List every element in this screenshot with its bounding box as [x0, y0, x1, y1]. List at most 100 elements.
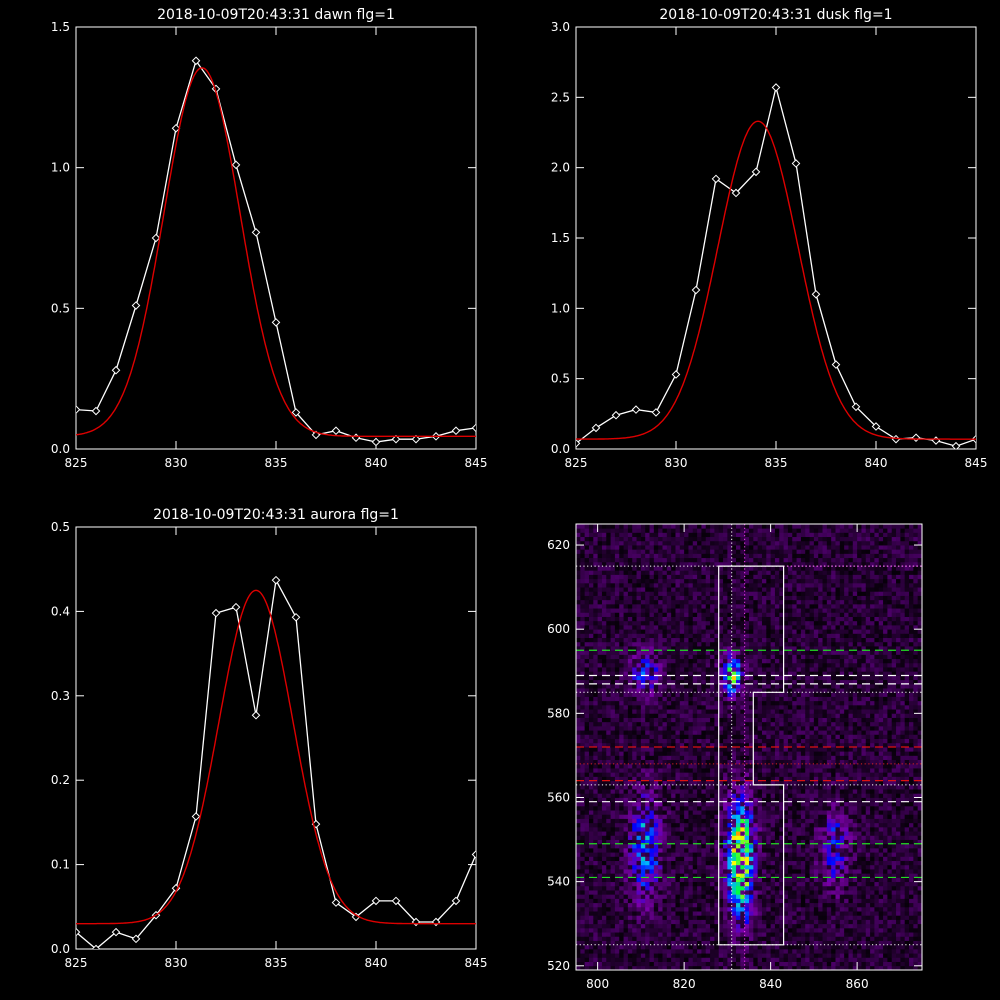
panel-4-heatmap-cell [627, 940, 633, 946]
panel-4-heatmap-cell [597, 557, 603, 563]
panel-4-heatmap-cell [727, 683, 733, 689]
panel-4-heatmap-cell [684, 713, 689, 718]
panel-4-heatmap-cell [597, 603, 603, 609]
panel-4-heatmap-cell [697, 869, 702, 874]
panel-4-heatmap-cell [744, 532, 750, 538]
panel-4-heatmap-cell [761, 902, 767, 908]
panel-4-heatmap-cell [580, 755, 586, 761]
panel-4-heatmap-cell [653, 953, 659, 958]
panel-4-heatmap-cell [601, 822, 607, 828]
panel-4-heatmap-cell [744, 688, 750, 693]
panel-4-heatmap-cell [727, 688, 733, 693]
panel-4-heatmap-cell [649, 641, 655, 647]
panel-4-heatmap-cell [606, 545, 611, 550]
panel-4-heatmap-cell [649, 847, 655, 853]
panel-4-heatmap-cell [727, 927, 733, 933]
panel-4-heatmap-cell [623, 755, 629, 761]
panel-4-heatmap-cell [658, 797, 663, 803]
panel-4-heatmap-cell [636, 835, 642, 840]
panel-4-heatmap-cell [636, 948, 642, 954]
panel-4-heatmap-cell [705, 688, 711, 693]
panel-4-heatmap-cell [718, 578, 724, 584]
panel-4-heatmap-cell [679, 612, 685, 617]
panel-4-heatmap-cell [679, 839, 685, 845]
panel-4-heatmap-cell [671, 591, 676, 596]
panel-4-heatmap-cell [606, 582, 611, 588]
panel-4-heatmap-cell [731, 612, 737, 617]
panel-4-heatmap-cell [658, 671, 663, 676]
panel-4-heatmap-cell [697, 755, 702, 761]
panel-4-heatmap-cell [610, 890, 616, 895]
panel-4-heatmap-cell [744, 759, 750, 765]
panel-1-data-point [371, 437, 381, 447]
panel-4-heatmap-cell [723, 927, 728, 933]
panel-4-heatmap-cell [749, 553, 754, 559]
panel-4-heatmap-cell [576, 915, 581, 920]
panel-4-heatmap-cell [623, 898, 629, 904]
panel-4-heatmap-cell [606, 620, 611, 626]
panel-4-heatmap-cell [727, 856, 733, 862]
panel-4-heatmap-cell [679, 810, 685, 815]
panel-3-data-point [111, 927, 121, 937]
panel-4-heatmap-cell [705, 742, 711, 748]
panel-4-heatmap-cell [761, 692, 767, 697]
panel-4-heatmap-cell [688, 902, 694, 908]
panel-4-heatmap-cell [753, 881, 759, 887]
panel-4-heatmap-cell [727, 574, 733, 580]
panel-4-heatmap-cell [727, 675, 733, 681]
panel-4-heatmap-cell [658, 742, 663, 748]
panel-4-heatmap-cell [701, 944, 707, 950]
panel-4-heatmap-cell [731, 599, 737, 605]
panel-4-heatmap-cell [701, 587, 707, 592]
panel-4-heatmap-cell [766, 654, 772, 660]
panel-4-heatmap-cell [710, 940, 715, 946]
panel-4-heatmap-cell [684, 624, 689, 630]
panel-4-heatmap-cell [727, 587, 733, 592]
panel-1-data-point [451, 426, 461, 436]
panel-4-heatmap-cell [627, 852, 633, 857]
panel-4-heatmap-cell [753, 624, 759, 630]
panel-4-heatmap-cell [653, 843, 659, 849]
panel-4-heatmap-cell [593, 713, 599, 718]
panel-3-data-point [471, 850, 476, 859]
panel-4-heatmap-cell [718, 826, 724, 832]
panel-4-heatmap-cell [766, 624, 772, 630]
panel-4-heatmap-cell [597, 843, 603, 849]
panel-4-heatmap-cell [727, 730, 733, 735]
panel-4-heatmap-cell [614, 608, 620, 613]
panel-4-heatmap-cell [744, 549, 750, 554]
panel-4-heatmap-cell [658, 873, 663, 878]
panel-4-heatmap-cell [692, 730, 698, 735]
panel-4-heatmap-cell [749, 633, 754, 639]
panel-4-heatmap-cell [580, 545, 586, 550]
panel-4-heatmap-cell [645, 826, 650, 832]
panel-4-heatmap-cell [601, 536, 607, 542]
panel-4-heatmap-cell [766, 953, 772, 958]
panel-4-heatmap-cell [614, 557, 620, 563]
panel-4-heatmap-cell [623, 923, 629, 929]
panel-4-heatmap-cell [740, 885, 746, 891]
panel-4-heatmap-cell [614, 561, 620, 567]
panel-4-heatmap-cell [580, 603, 586, 609]
panel-4-heatmap-cell [731, 574, 737, 580]
panel-4-heatmap-cell [697, 776, 702, 782]
panel-4-heatmap-cell [636, 789, 642, 794]
panel-4-heatmap-cell [731, 856, 737, 862]
panel-4-heatmap-cell [649, 801, 655, 807]
panel-4-heatmap-cell [675, 742, 681, 748]
panel-4-heatmap-cell [757, 587, 763, 592]
panel-4-heatmap-cell [736, 747, 741, 752]
panel-4-heatmap-cell [675, 763, 681, 769]
panel-4-heatmap-cell [601, 608, 607, 613]
panel-4-heatmap-cell [679, 784, 685, 790]
panel-4-heatmap-cell [623, 906, 629, 912]
panel-4-heatmap-cell [684, 936, 689, 941]
panel-4-heatmap-cell [576, 839, 581, 845]
panel-4-heatmap-cell [610, 633, 616, 639]
panel-4-heatmap-cell [653, 810, 659, 815]
panel-4-heatmap-cell [727, 948, 733, 954]
panel-4-heatmap-cell [606, 671, 611, 676]
panel-4-heatmap-cell [753, 742, 759, 748]
panel-4-heatmap-cell [761, 936, 767, 941]
panel-4-heatmap-cell [610, 805, 616, 811]
